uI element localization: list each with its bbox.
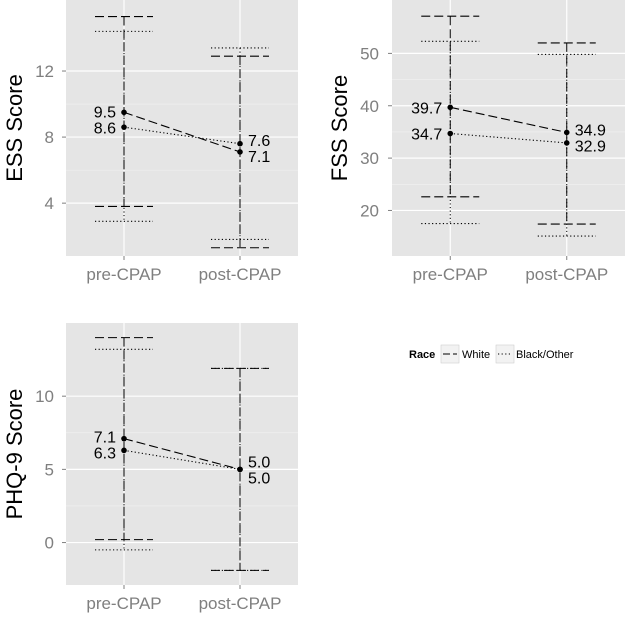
phq-xtick-label: pre-CPAP (86, 594, 161, 613)
ess-data-point (237, 140, 243, 147)
ess-y-axis-title: ESS Score (2, 74, 27, 182)
legend-label-white: White (462, 349, 490, 361)
chart-fss: 20 30 40 50 pre-CPAP post-CPAP FSS Score 39.7 34… (327, 0, 625, 284)
fss-series-black-other (421, 40, 596, 237)
chart-phq: 0 5 10 pre-CPAP post-CPAP PHQ-9 Score 7.16.3 5.… (2, 323, 298, 613)
ess-data-label: 7.1 (248, 149, 270, 166)
phq-y-axis-title: PHQ-9 Score (2, 389, 27, 520)
fss-ytick-label: 50 (360, 44, 379, 63)
phq-series-line (123, 449, 241, 470)
fss-ytick-label: 40 (360, 97, 379, 116)
fss-series-line (450, 106, 567, 133)
fss-data-point (447, 130, 454, 137)
ess-data-label: 9.5 (94, 105, 116, 122)
legend-key-black-other (495, 344, 515, 364)
phq-data-label: 5.0 (248, 454, 270, 471)
fss-data-point (563, 140, 570, 146)
phq-series-line (123, 438, 241, 470)
legend-key-white (440, 344, 460, 364)
phq-ytick-label: 10 (35, 387, 54, 406)
phq-data-point (237, 466, 243, 473)
ess-plot-background (66, 0, 298, 256)
ess-data-label: 8.6 (94, 121, 116, 138)
fss-data-point (563, 129, 570, 136)
ess-data-label: 7.6 (248, 133, 270, 150)
ess-ytick-label: 8 (45, 128, 54, 147)
ess-data-point (121, 109, 127, 116)
legend: Race White Black/Other (409, 344, 574, 364)
fss-xtick-label: post-CPAP (525, 265, 608, 284)
phq-data-label: 6.3 (94, 445, 116, 462)
phq-data-point (121, 435, 127, 442)
fss-series-line (450, 132, 567, 144)
phq-xtick-label: post-CPAP (199, 594, 282, 613)
ess-ytick-label: 12 (35, 62, 54, 81)
phq-ytick-label: 5 (45, 460, 54, 479)
phq-ytick-label: 0 (45, 534, 54, 553)
fss-data-label: 34.7 (411, 126, 442, 143)
fss-data-label: 34.9 (575, 123, 606, 140)
phq-data-label: 5.0 (248, 470, 270, 487)
ess-series-black-other (95, 30, 269, 241)
fss-ytick-label: 20 (360, 201, 379, 220)
phq-data-label: 7.1 (94, 429, 116, 446)
legend-label-black-other: Black/Other (516, 349, 574, 361)
fss-xtick-label: pre-CPAP (413, 265, 488, 284)
fss-data-label: 39.7 (411, 100, 442, 117)
ess-ytick-label: 4 (45, 194, 54, 213)
ess-xtick-label: post-CPAP (199, 265, 282, 284)
fss-y-axis-title: FSS Score (327, 75, 352, 181)
ess-xtick-label: pre-CPAP (86, 265, 161, 284)
fss-ytick-label: 30 (360, 149, 379, 168)
phq-data-point (121, 447, 127, 454)
fss-data-label: 32.9 (575, 139, 606, 156)
ess-series-line (123, 126, 241, 145)
ess-data-point (237, 149, 243, 155)
ess-data-point (121, 124, 127, 130)
legend-title: Race (409, 349, 435, 361)
fss-plot-background (392, 0, 625, 256)
phq-series-black-other (95, 348, 269, 571)
ess-series-line (123, 111, 241, 153)
chart-ess: 4 8 12 pre-CPAP post-CPAP ESS Score 9.58.6 7.67… (2, 0, 298, 284)
